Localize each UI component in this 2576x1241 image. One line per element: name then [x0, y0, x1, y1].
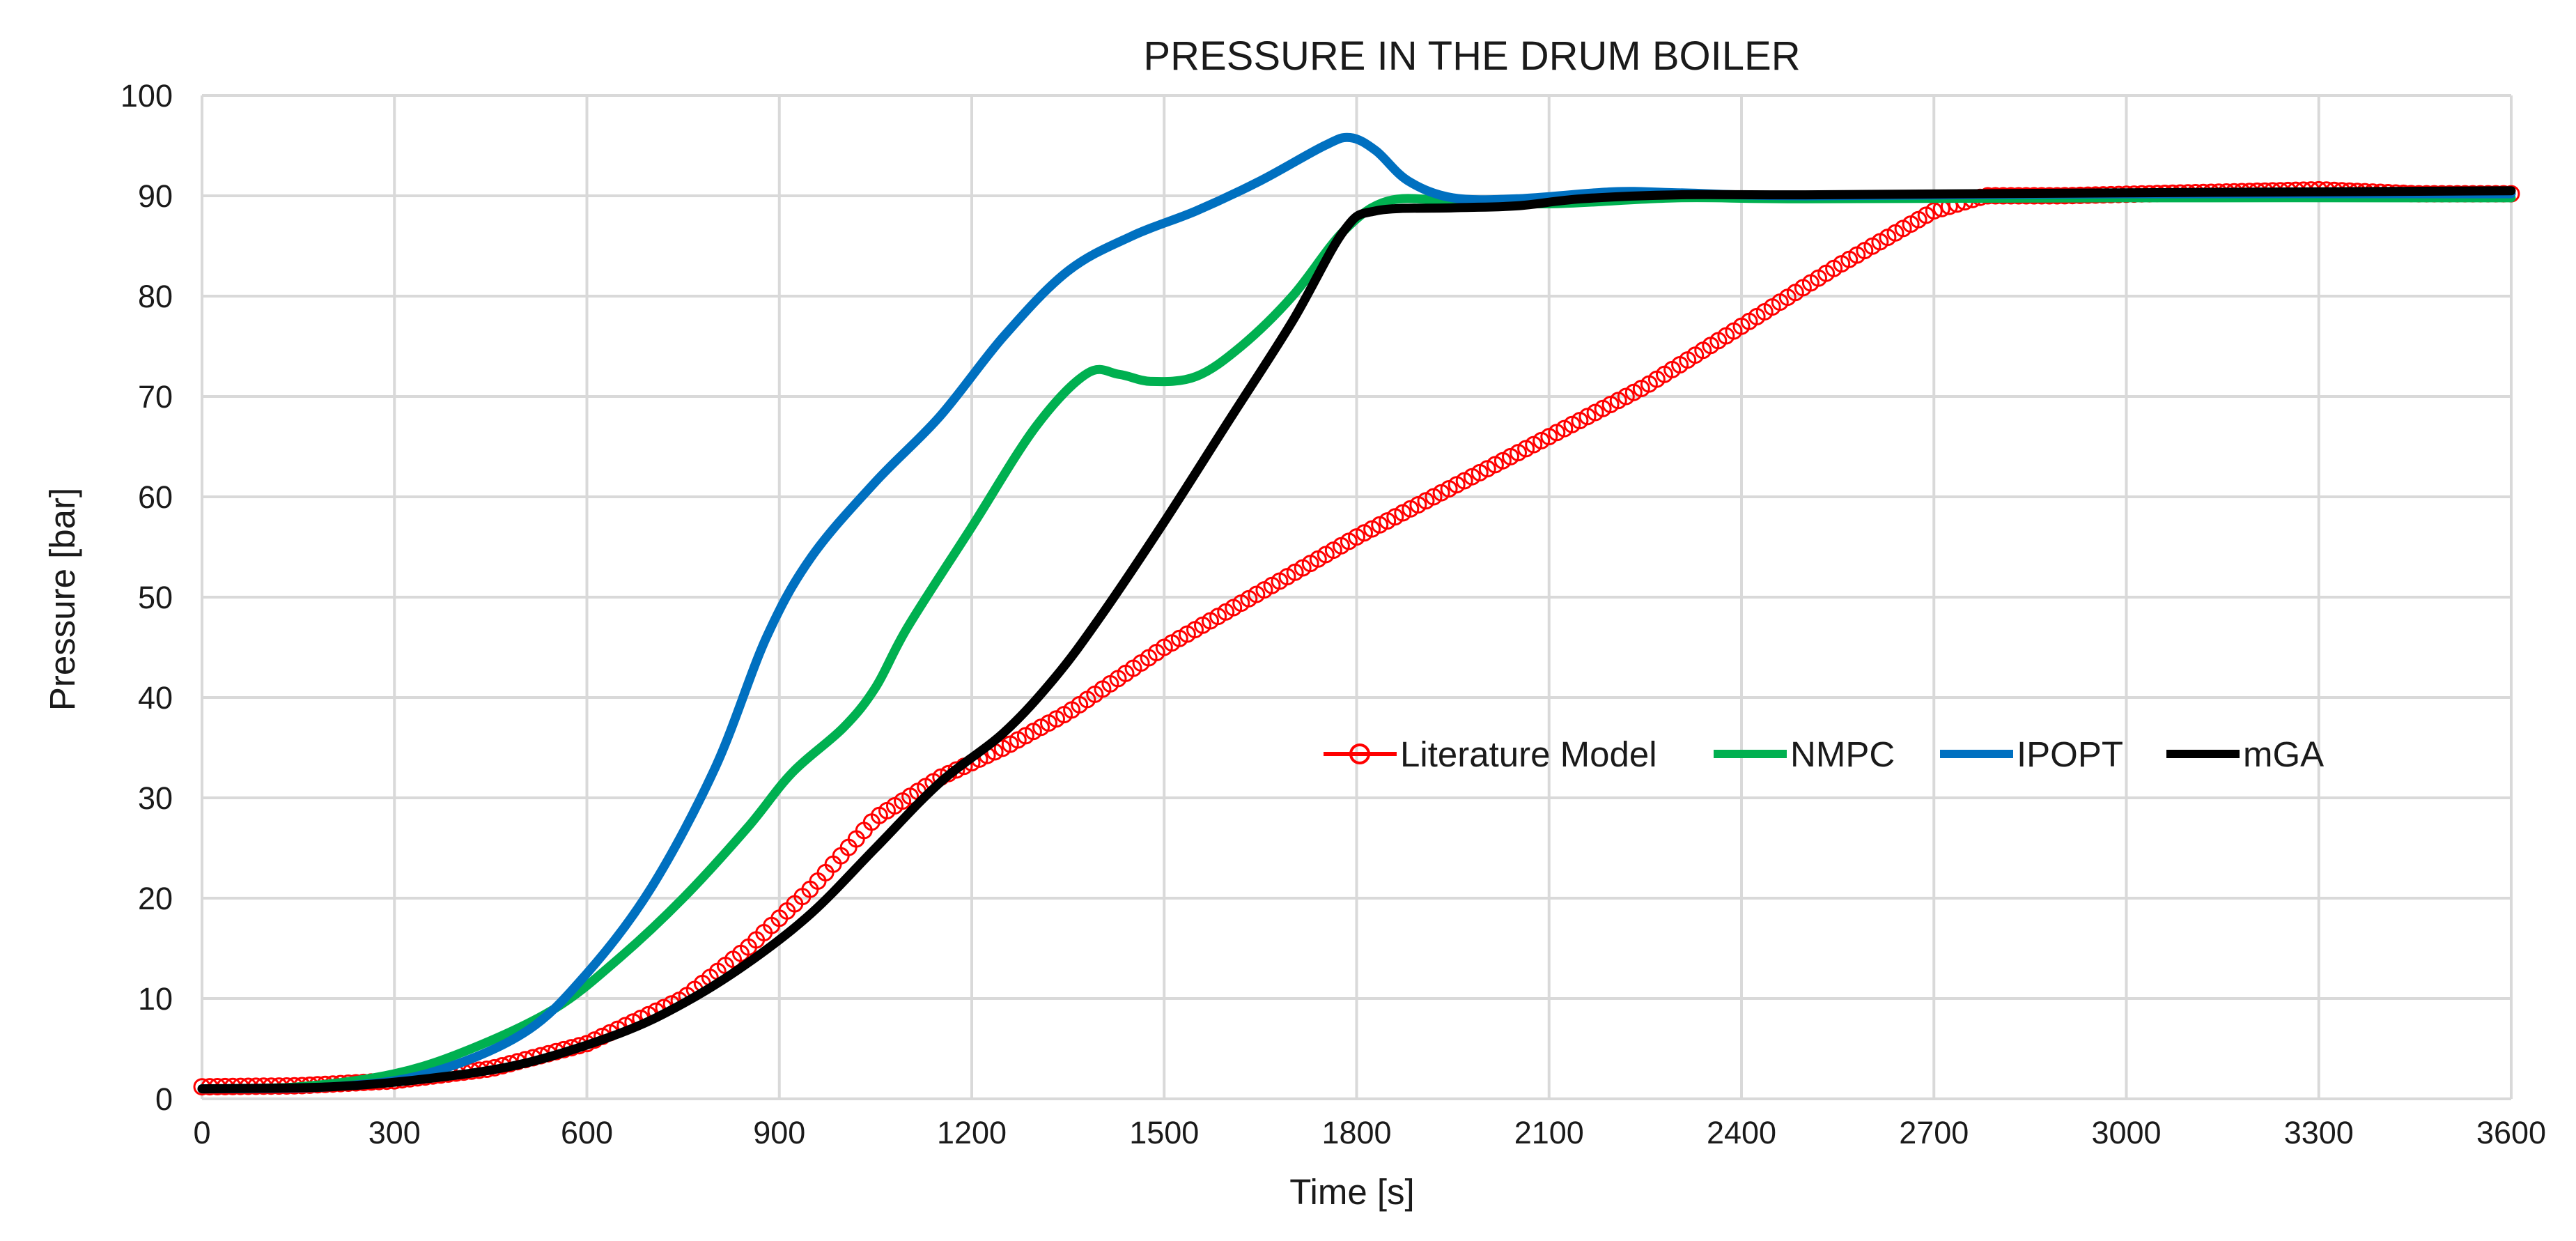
- x-tick-label: 2700: [1899, 1115, 1969, 1150]
- y-tick-label: 90: [138, 178, 173, 214]
- y-tick-label: 0: [155, 1081, 173, 1117]
- y-tick-label: 40: [138, 680, 173, 716]
- legend-label: mGA: [2243, 734, 2324, 774]
- x-axis: 0 300 600 900 1200 1500 1800 2100 2400 2700 3000 33…: [193, 1115, 2546, 1150]
- x-tick-label: 2400: [1707, 1115, 1776, 1150]
- legend: Literature Model NMPC IPOPT mGA: [1324, 734, 2324, 774]
- y-tick-label: 20: [138, 881, 173, 916]
- x-tick-label: 1800: [1321, 1115, 1391, 1150]
- data-point-marker: [1925, 202, 1943, 220]
- x-tick-label: 3000: [2091, 1115, 2161, 1150]
- x-tick-label: 300: [368, 1115, 421, 1150]
- chart-title: PRESSURE IN THE DRUM BOILER: [1143, 33, 1800, 79]
- plot-area: [193, 132, 2520, 1096]
- legend-marker: [1349, 743, 1370, 764]
- y-tick-label: 10: [138, 981, 173, 1017]
- x-axis-title: Time [s]: [1289, 1172, 1414, 1212]
- x-tick-label: 2100: [1514, 1115, 1584, 1150]
- legend-label: Literature Model: [1400, 734, 1657, 774]
- x-tick-label: 1200: [937, 1115, 1007, 1150]
- x-tick-label: 0: [193, 1115, 210, 1150]
- x-tick-label: 3300: [2284, 1115, 2354, 1150]
- series-line: [197, 186, 2516, 1094]
- y-tick-label: 50: [138, 580, 173, 615]
- y-tick-label: 100: [121, 78, 173, 114]
- x-tick-label: 600: [561, 1115, 613, 1150]
- y-tick-label: 70: [138, 379, 173, 415]
- y-tick-label: 30: [138, 780, 173, 816]
- x-tick-label: 1500: [1129, 1115, 1199, 1150]
- y-tick-label: 80: [138, 279, 173, 314]
- y-tick-label: 60: [138, 479, 173, 515]
- legend-item-nmpc: NMPC: [1714, 734, 1895, 774]
- legend-label: IPOPT: [2017, 734, 2123, 774]
- x-tick-label: 3600: [2476, 1115, 2546, 1150]
- legend-item-mga: mGA: [2166, 734, 2324, 774]
- legend-item-literature-model: Literature Model: [1324, 734, 1657, 774]
- chart-grid: [201, 94, 2513, 1100]
- x-tick-label: 900: [753, 1115, 805, 1150]
- legend-label: NMPC: [1790, 734, 1895, 774]
- y-axis: 0 10 20 30 40 50 60 70 80 90 100: [121, 78, 173, 1117]
- series-mga: [197, 186, 2516, 1094]
- y-axis-title: Pressure [bar]: [42, 488, 82, 711]
- legend-item-ipopt: IPOPT: [1940, 734, 2123, 774]
